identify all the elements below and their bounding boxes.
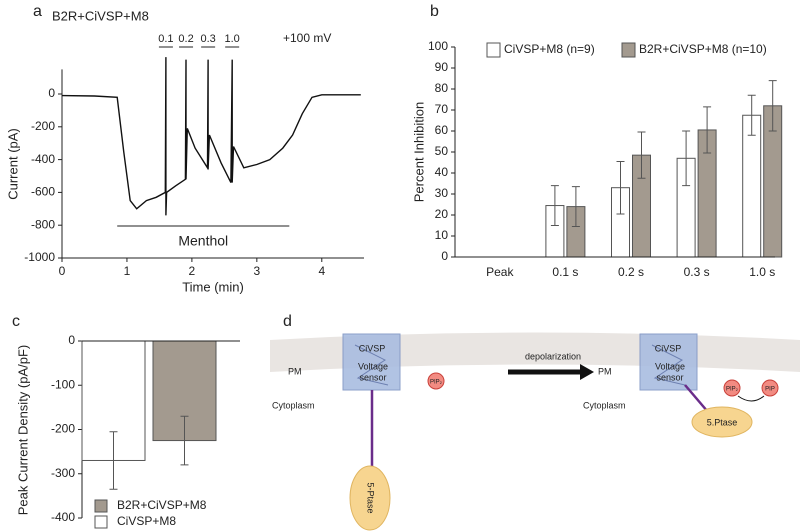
sensor-label: Voltage xyxy=(655,361,685,371)
lipid xyxy=(723,379,741,397)
y-tick-label: 80 xyxy=(435,81,449,95)
legend-swatch xyxy=(94,515,108,529)
y-tick-label: 20 xyxy=(435,207,449,221)
lipid-label: PIP₂ xyxy=(430,380,443,386)
x-tick-label: 0.3 s xyxy=(684,265,710,279)
error-bar xyxy=(180,415,189,466)
y-tick-label: -600 xyxy=(31,185,55,199)
panel-label: c xyxy=(12,313,20,330)
y-tick-label: 50 xyxy=(435,144,449,158)
annotation: Menthol xyxy=(178,233,228,249)
panel-label: d xyxy=(283,313,292,330)
y-tick-label: 40 xyxy=(435,165,449,179)
y-tick-label: 100 xyxy=(428,39,448,53)
sensor-label: sensor xyxy=(359,372,386,382)
y-tick-label: -200 xyxy=(31,119,55,133)
y-tick-label: 30 xyxy=(435,186,449,200)
enzyme-label: 5-Ptase xyxy=(366,482,376,513)
y-tick-label: -300 xyxy=(51,466,75,480)
x-tick-label: 2 xyxy=(189,264,196,278)
annotation: 0.3 xyxy=(200,33,215,45)
chart-title: B2R+CiVSP+M8 xyxy=(52,8,149,23)
x-tick-label: Peak xyxy=(486,265,514,279)
trace xyxy=(61,57,361,216)
membrane-label: PM xyxy=(288,366,302,376)
lipid xyxy=(761,379,779,397)
x-tick-label: 0.2 s xyxy=(618,265,644,279)
legend-label: B2R+CiVSP+M8 (n=10) xyxy=(639,42,767,56)
enzyme-right xyxy=(691,406,753,438)
diagram: CiVSP Voltage sensor PM Cytoplasm 5-Ptas… xyxy=(270,313,800,531)
legend-swatch xyxy=(486,42,501,58)
error-bar xyxy=(768,80,777,132)
x-tick-label: 0.1 s xyxy=(552,265,578,279)
y-axis-label: Current (pA) xyxy=(5,128,20,200)
side-label: Cytoplasm xyxy=(272,400,315,410)
x-tick-label: 3 xyxy=(253,264,260,278)
lipid-label: PIP xyxy=(765,387,775,393)
sensor-label: Voltage xyxy=(358,361,388,371)
sensor-shape xyxy=(651,344,686,386)
y-axis-label: Peak Current Density (pA/pF) xyxy=(15,345,30,516)
x-tick-label: 0 xyxy=(59,264,66,278)
annotation: +100 mV xyxy=(283,31,331,45)
y-tick-label: -100 xyxy=(51,377,75,391)
x-tick-label: 4 xyxy=(318,264,325,278)
x-tick-label: 1.0 s xyxy=(749,265,775,279)
lipid xyxy=(427,372,445,390)
protein-label: CiVSP xyxy=(359,343,386,353)
conversion-arrow xyxy=(737,395,765,402)
legend-label: B2R+CiVSP+M8 xyxy=(117,498,207,512)
legend-label: CiVSP+M8 (n=9) xyxy=(504,42,595,56)
x-tick-label: 1 xyxy=(124,264,131,278)
y-tick-label: -400 xyxy=(31,152,55,166)
x-axis-label: Time (min) xyxy=(182,279,244,294)
error-bar xyxy=(616,160,625,215)
legend-swatch xyxy=(621,42,636,58)
y-tick-label: -1000 xyxy=(24,250,55,264)
lipid-label: PIP₂ xyxy=(726,387,739,393)
annotation: 0.1 xyxy=(158,33,173,45)
bar xyxy=(742,114,762,258)
y-tick-label: 0 xyxy=(48,86,55,100)
y-tick-label: -800 xyxy=(31,217,55,231)
sensor-label: sensor xyxy=(656,372,683,382)
arrow-label: depolarization xyxy=(525,351,581,361)
y-tick-label: 0 xyxy=(441,249,448,263)
error-bar xyxy=(682,130,691,187)
y-tick-label: 90 xyxy=(435,60,449,74)
error-bar xyxy=(550,185,559,226)
y-tick-label: 10 xyxy=(435,228,449,242)
legend-label: CiVSP+M8 xyxy=(117,514,176,528)
error-bar xyxy=(109,431,118,490)
error-bar xyxy=(571,186,580,228)
linker xyxy=(684,384,709,413)
protein-label: CiVSP xyxy=(655,343,682,353)
y-tick-label: 0 xyxy=(68,333,75,347)
y-tick-label: -200 xyxy=(51,422,75,436)
y-tick-label: 60 xyxy=(435,123,449,137)
membrane-label: PM xyxy=(598,366,612,376)
enzyme-label: 5.Ptase xyxy=(707,417,738,427)
y-axis-label: Percent Inhibition xyxy=(411,102,426,202)
y-tick-label: 70 xyxy=(435,102,449,116)
enzyme-left xyxy=(349,465,391,531)
side-label: Cytoplasm xyxy=(583,400,626,410)
annotation: 1.0 xyxy=(225,33,240,45)
panel-label: b xyxy=(430,3,439,20)
error-bar xyxy=(703,106,712,154)
panel-label: a xyxy=(33,3,42,20)
arrow-head xyxy=(580,364,594,380)
legend-swatch xyxy=(94,499,108,513)
sensor-shape xyxy=(354,344,389,386)
error-bar xyxy=(637,131,646,179)
y-tick-label: -400 xyxy=(51,510,75,524)
annotation: 0.2 xyxy=(178,33,193,45)
error-bar xyxy=(747,94,756,136)
